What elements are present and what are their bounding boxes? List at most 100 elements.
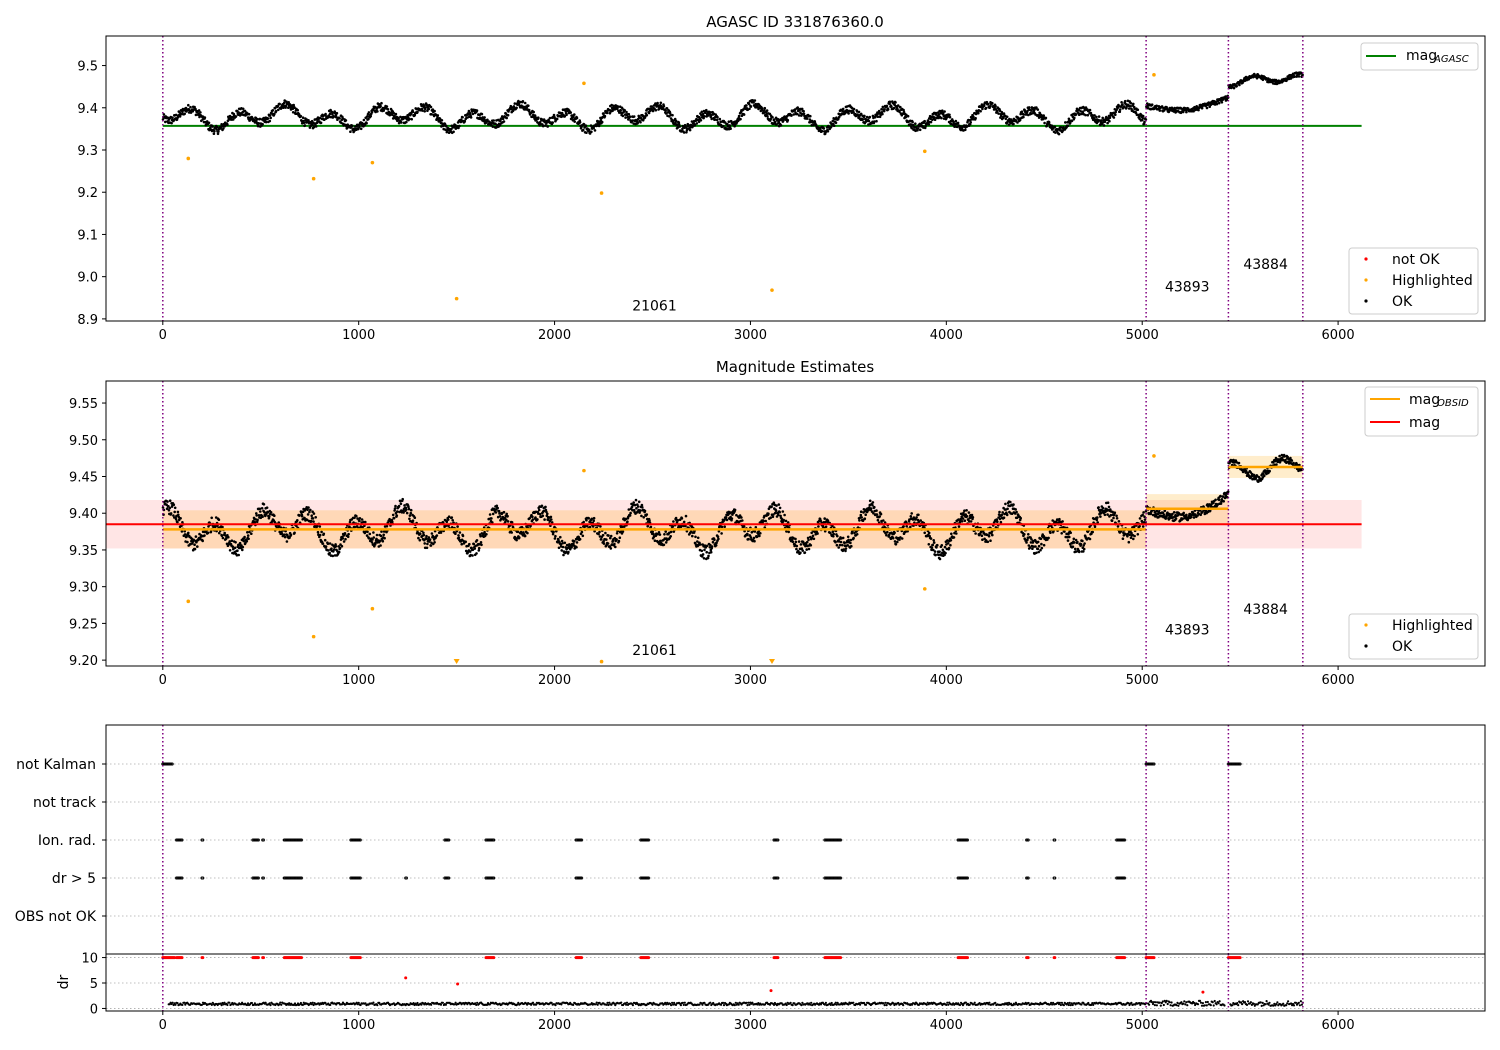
- ok-point: [405, 508, 408, 511]
- ok-point: [1072, 537, 1076, 541]
- ok-point: [607, 534, 610, 537]
- ok-point: [428, 538, 432, 541]
- ok-point: [949, 543, 952, 547]
- ok-point: [1073, 116, 1076, 120]
- ok-point: [602, 542, 606, 545]
- ok-point: [171, 116, 174, 119]
- ok-point: [918, 128, 922, 132]
- ok-point: [967, 511, 971, 514]
- ok-point: [173, 510, 176, 514]
- ok-point: [699, 543, 702, 546]
- ok-point: [691, 534, 694, 538]
- ok-point: [701, 112, 705, 116]
- ok-point: [1123, 105, 1126, 108]
- ok-point: [480, 112, 484, 116]
- ok-point: [337, 550, 341, 554]
- ok-point: [282, 106, 285, 109]
- ok-point: [1076, 540, 1079, 544]
- ok-point: [1077, 550, 1081, 554]
- ok-point: [174, 518, 178, 521]
- ok-point: [227, 535, 230, 539]
- ok-point: [523, 101, 527, 105]
- ok-point: [786, 118, 790, 122]
- ok-point: [723, 525, 726, 528]
- ok-point: [344, 119, 348, 122]
- ok-point: [836, 117, 840, 121]
- ok-point: [879, 512, 883, 516]
- ok-point: [831, 119, 835, 123]
- ok-point: [695, 122, 699, 125]
- ok-point: [559, 535, 562, 539]
- ok-point: [372, 536, 376, 539]
- ok-point: [331, 554, 335, 558]
- ok-point: [636, 121, 640, 125]
- ok-point: [782, 118, 785, 121]
- ok-point: [533, 114, 537, 117]
- ok-point: [1106, 121, 1109, 125]
- ok-point: [215, 125, 219, 129]
- ok-point: [273, 112, 276, 116]
- ok-point: [181, 110, 184, 114]
- ok-point: [927, 123, 931, 126]
- ok-point: [777, 120, 781, 124]
- ok-point: [498, 124, 502, 127]
- ok-point: [771, 515, 775, 519]
- ok-point: [312, 520, 315, 523]
- ok-point: [659, 101, 663, 105]
- ok-point: [1238, 83, 1241, 87]
- ok-point: [298, 514, 301, 517]
- ok-point: [847, 538, 850, 542]
- highlighted-point: [922, 149, 927, 154]
- ok-point: [930, 546, 934, 550]
- ok-point: [1006, 507, 1009, 511]
- ok-point: [485, 533, 488, 536]
- ok-point: [549, 515, 553, 519]
- ok-point: [561, 542, 564, 545]
- ok-point: [589, 124, 593, 127]
- ok-point: [705, 550, 708, 554]
- ok-point: [523, 534, 527, 538]
- ok-point: [585, 518, 588, 522]
- ok-point: [807, 538, 810, 542]
- ok-point: [299, 115, 303, 118]
- ok-point: [871, 501, 875, 504]
- ok-point: [929, 120, 933, 124]
- ok-point: [843, 541, 846, 545]
- ok-point: [560, 549, 563, 552]
- ok-point: [904, 115, 908, 119]
- ok-point: [747, 537, 750, 541]
- ok-point: [461, 534, 465, 538]
- ok-point: [641, 506, 644, 509]
- ok-point: [1095, 518, 1099, 522]
- ok-point: [649, 525, 653, 529]
- ok-point: [331, 112, 334, 116]
- ok-point: [729, 127, 732, 130]
- ok-point: [341, 537, 345, 540]
- ok-point: [864, 513, 867, 516]
- ok-point: [714, 544, 718, 547]
- ok-point: [599, 118, 603, 122]
- ok-point: [616, 105, 620, 108]
- ok-point: [394, 504, 397, 508]
- ok-point: [664, 541, 668, 544]
- ok-point: [230, 539, 234, 542]
- ok-point: [277, 108, 280, 112]
- ok-point: [433, 109, 436, 113]
- ok-point: [221, 536, 225, 540]
- ok-point: [642, 516, 645, 519]
- ok-point: [671, 525, 675, 528]
- ok-point: [1117, 520, 1121, 523]
- ok-point: [592, 126, 595, 130]
- ok-point: [483, 530, 486, 534]
- ok-point: [1138, 524, 1141, 528]
- ok-point: [742, 524, 746, 528]
- ok-point: [496, 506, 500, 510]
- ok-point: [397, 504, 401, 508]
- ok-point: [162, 113, 166, 116]
- ok-point: [578, 537, 582, 541]
- ok-point: [1103, 513, 1107, 517]
- ok-point: [407, 507, 411, 511]
- ok-point: [217, 518, 221, 521]
- ok-point: [477, 546, 481, 550]
- y-tick-label: 9.2: [77, 186, 98, 201]
